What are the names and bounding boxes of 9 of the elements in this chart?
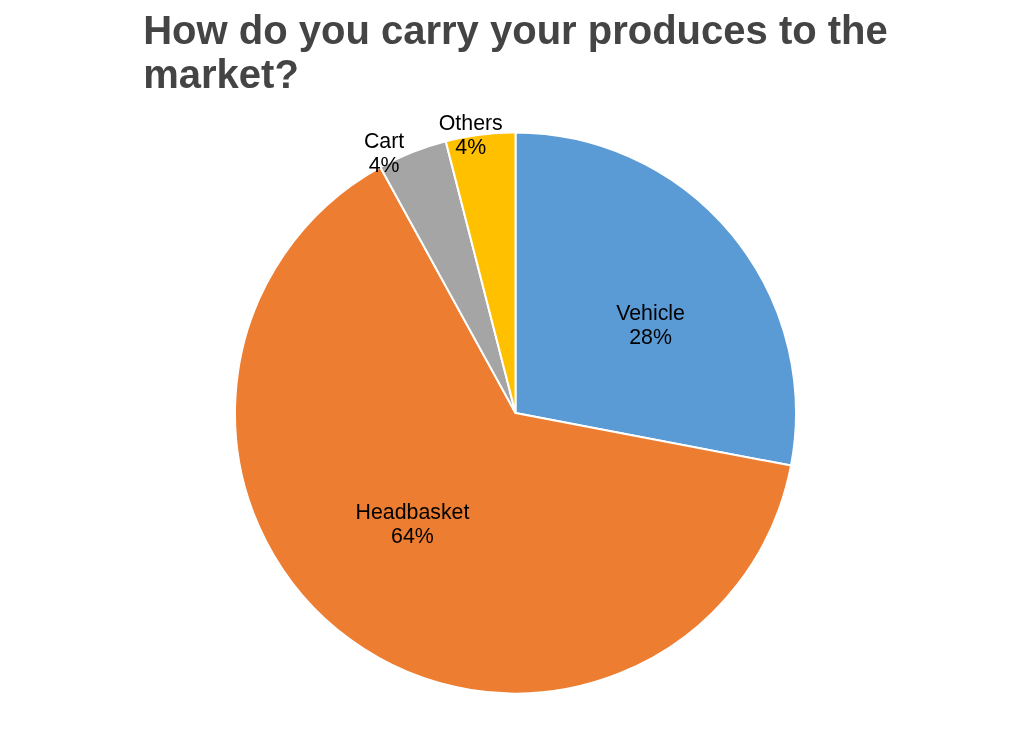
slice-label: Cart (363, 128, 405, 153)
data-label: 64% (391, 524, 434, 549)
slice-label: Vehicle (616, 301, 685, 326)
data-label: 28% (629, 325, 672, 350)
chart-title: How do you carry your produces to the market? (143, 7, 888, 96)
slice-label: Headbasket (355, 500, 470, 525)
data-label: 4% (455, 135, 487, 160)
slice-label: Others (438, 111, 503, 136)
data-label: 4% (368, 152, 400, 177)
